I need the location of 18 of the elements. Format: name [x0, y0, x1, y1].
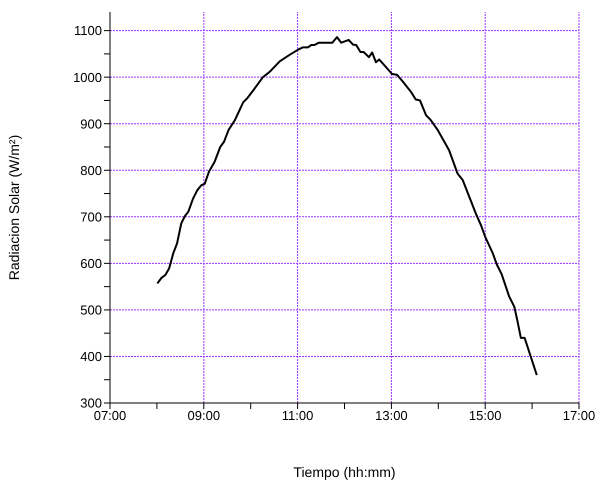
- y-axis-title: Radiacion Solar (W/m²): [6, 134, 22, 280]
- x-tick-label: 15:00: [468, 408, 502, 424]
- y-tick-label: 600: [80, 256, 102, 271]
- y-tick-label: 300: [80, 396, 102, 411]
- line-series: [156, 36, 538, 376]
- y-tick-label: 400: [80, 349, 102, 364]
- y-tick-label: 1100: [74, 23, 102, 38]
- x-tick-label: 07:00: [94, 408, 126, 424]
- y-tick-label: 700: [80, 209, 102, 224]
- x-tick-label: 13:00: [375, 408, 408, 424]
- y-tick-label: 500: [80, 302, 102, 318]
- x-tick-label: 11:00: [282, 408, 314, 424]
- x-tick-label: 17:00: [562, 408, 596, 424]
- y-tick-label: 800: [80, 162, 102, 178]
- y-tick-label: 1000: [73, 70, 102, 85]
- y-tick-label: 900: [80, 116, 102, 132]
- x-axis-title: Tiempo (hh:mm): [293, 464, 396, 480]
- x-tick-label: 09:00: [188, 408, 220, 424]
